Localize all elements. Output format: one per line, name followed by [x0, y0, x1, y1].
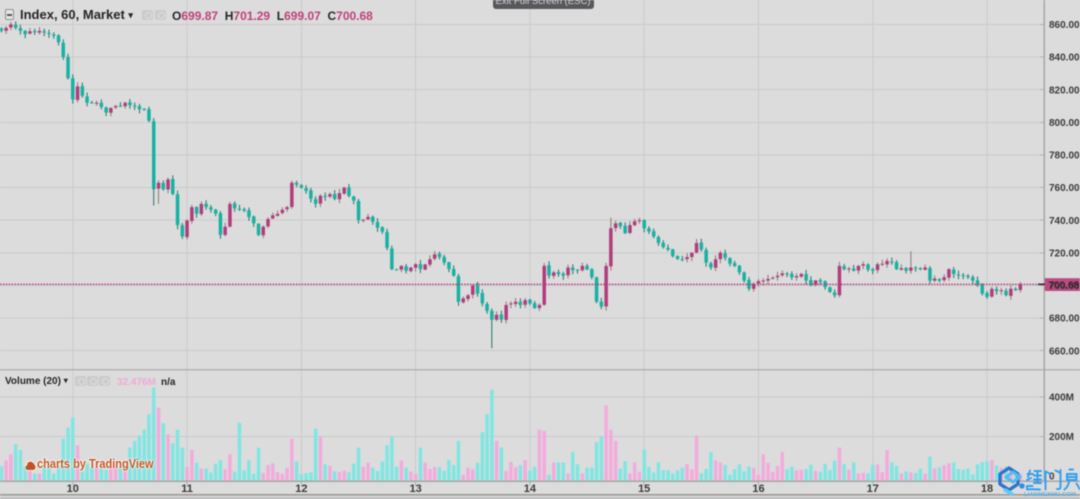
svg-text:680.00: 680.00	[1049, 314, 1080, 325]
svg-text:700.68: 700.68	[1049, 280, 1080, 291]
svg-text:800.00: 800.00	[1049, 118, 1080, 129]
svg-text:16: 16	[752, 483, 764, 495]
svg-text:0: 0	[1049, 472, 1055, 483]
svg-text:400M: 400M	[1049, 393, 1074, 404]
svg-text:740.00: 740.00	[1049, 216, 1080, 227]
svg-text:840.00: 840.00	[1049, 53, 1080, 64]
svg-text:12: 12	[295, 483, 307, 495]
svg-text:720.00: 720.00	[1049, 248, 1080, 259]
svg-text:14: 14	[524, 483, 537, 495]
svg-text:11: 11	[181, 483, 193, 495]
svg-text:660.00: 660.00	[1049, 346, 1080, 357]
svg-text:17: 17	[867, 483, 879, 495]
svg-text:15: 15	[638, 483, 650, 495]
svg-text:780.00: 780.00	[1049, 151, 1080, 162]
svg-text:200M: 200M	[1049, 432, 1074, 443]
svg-text:700.00: 700.00	[1049, 281, 1080, 292]
svg-text:13: 13	[409, 483, 421, 495]
svg-text:820.00: 820.00	[1049, 85, 1080, 96]
svg-text:10: 10	[67, 483, 79, 495]
svg-text:LIANMENHU.COM: LIANMENHU.COM	[1024, 492, 1076, 498]
svg-text:18: 18	[981, 483, 993, 495]
svg-text:860.00: 860.00	[1049, 20, 1080, 31]
svg-text:760.00: 760.00	[1049, 183, 1080, 194]
